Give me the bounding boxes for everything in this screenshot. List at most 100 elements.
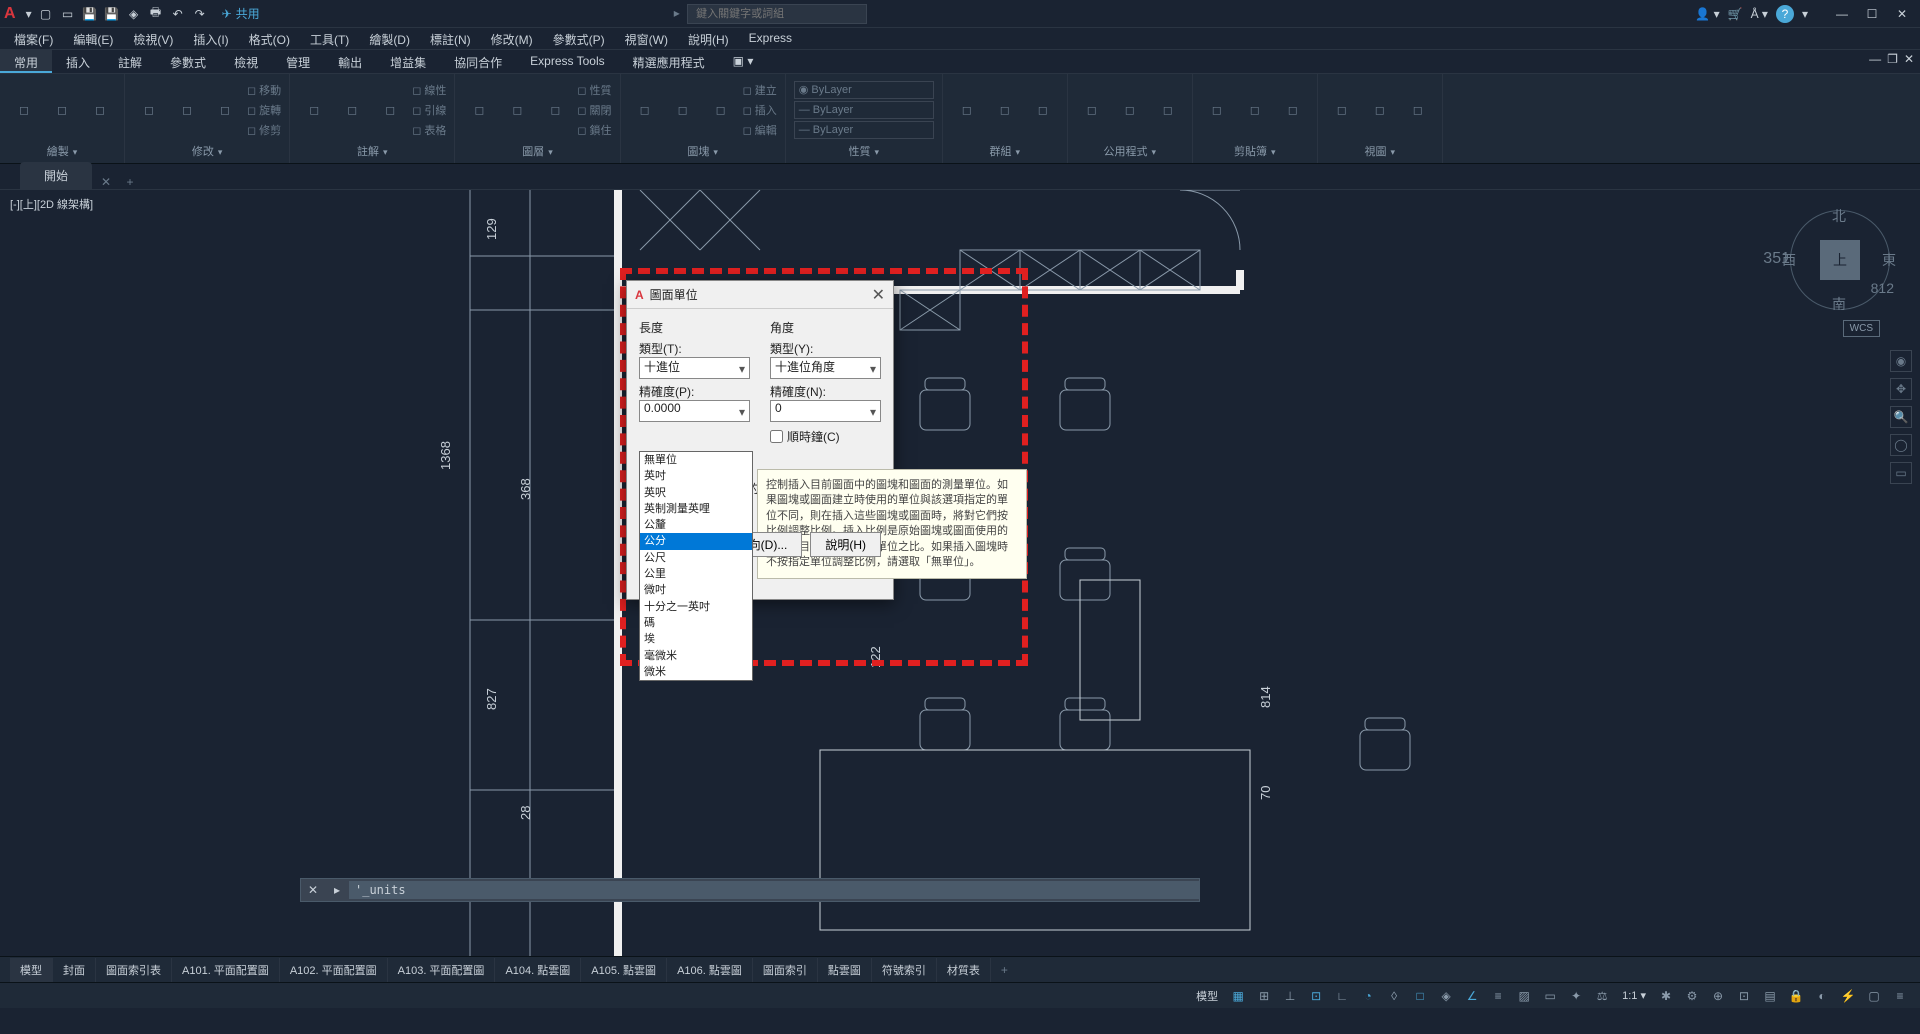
pan-icon[interactable]: ✥ <box>1890 378 1912 400</box>
dropdown-option[interactable]: 碼 <box>640 615 752 631</box>
layer-combo[interactable]: — ByLayer <box>794 121 934 139</box>
annotation-monitor-icon[interactable]: ⊕ <box>1706 986 1730 1006</box>
length-type-select[interactable]: 十進位▾ <box>639 357 750 379</box>
ribbon-tab[interactable]: 增益集 <box>376 50 440 73</box>
file-tab[interactable]: 開始 <box>20 162 92 189</box>
panel-tool-icon[interactable]: ◻ <box>539 94 571 126</box>
layout-tab[interactable]: 封面 <box>53 958 96 982</box>
dialog-titlebar[interactable]: A 圖面單位 ✕ <box>627 281 893 309</box>
panel-tool-icon[interactable]: ◻ <box>1402 94 1434 126</box>
scale-text[interactable]: 1:1 ▾ <box>1616 989 1652 1002</box>
layout-tab[interactable]: A103. 平面配置圖 <box>388 958 496 982</box>
layout-tab[interactable]: 材質表 <box>937 958 991 982</box>
dropdown-option[interactable]: 微吋 <box>640 582 752 598</box>
dropdown-option[interactable]: 微米 <box>640 664 752 680</box>
cleanscreen-icon[interactable]: ▢ <box>1862 986 1886 1006</box>
panel-tool-icon[interactable]: ◻ <box>209 94 241 126</box>
layout-tab[interactable]: A102. 平面配置圖 <box>280 958 388 982</box>
panel-tool[interactable]: ◻ 插入 <box>743 101 777 119</box>
panel-label[interactable]: 圖塊▾ <box>629 141 777 159</box>
dropdown-option[interactable]: 公寸 <box>640 680 752 681</box>
panel-label[interactable]: 群組▾ <box>951 141 1059 159</box>
insert-units-dropdown[interactable]: 無單位英吋英呎英制測量英哩公釐公分公尺公里微吋十分之一英吋碼埃毫微米微米公寸十公… <box>639 451 753 681</box>
dropdown-option[interactable]: 英制測量英哩 <box>640 501 752 517</box>
ribbon-tab[interactable]: 常用 <box>0 50 52 73</box>
panel-tool-icon[interactable]: ◻ <box>1114 94 1146 126</box>
ribbon-tab[interactable]: Express Tools <box>516 50 618 73</box>
file-tab-plus[interactable]: + <box>118 175 142 189</box>
panel-tool-icon[interactable]: ◻ <box>84 94 116 126</box>
ribbon-tab[interactable]: 參數式 <box>156 50 220 73</box>
drawing-canvas[interactable]: [-][上][2D 線架構] <box>0 190 1920 956</box>
view-cube[interactable]: 上 北 南 東 西 351 812 <box>1770 210 1890 310</box>
new-icon[interactable]: ▢ <box>36 4 56 24</box>
panel-tool[interactable]: ◻ 關閉 <box>577 101 611 119</box>
ribbon-tab[interactable]: 檢視 <box>220 50 272 73</box>
menu-item[interactable]: 編輯(E) <box>63 28 123 49</box>
panel-label[interactable]: 性質▾ <box>794 141 934 159</box>
model-space-button[interactable]: 模型 <box>1190 988 1224 1004</box>
signin-icon[interactable]: 👤 ▾ <box>1695 7 1719 21</box>
workspace-icon[interactable]: ⚙ <box>1680 986 1704 1006</box>
app-menu-icon[interactable]: 🛒 <box>1728 7 1743 21</box>
menu-item[interactable]: 檔案(F) <box>4 28 63 49</box>
doc-restore-button[interactable]: ❐ <box>1887 52 1898 66</box>
ribbon-tab[interactable]: 管理 <box>272 50 324 73</box>
hardware-icon[interactable]: ⚡ <box>1836 986 1860 1006</box>
polar-icon[interactable]: ◔ <box>1356 986 1380 1006</box>
open-icon[interactable]: ▭ <box>58 4 78 24</box>
panel-label[interactable]: 註解▾ <box>298 141 446 159</box>
dropdown-option[interactable]: 英吋 <box>640 468 752 484</box>
panel-tool[interactable]: ◻ 線性 <box>412 81 446 99</box>
lock-ui-icon[interactable]: 🔒 <box>1784 986 1808 1006</box>
close-button[interactable]: ✕ <box>1888 4 1916 24</box>
annoscale-icon[interactable]: ⚖ <box>1590 986 1614 1006</box>
layout-tab[interactable]: A104. 點雲圖 <box>495 958 581 982</box>
web-icon[interactable]: ◈ <box>124 4 144 24</box>
panel-tool-icon[interactable]: ◻ <box>336 94 368 126</box>
layout-tab[interactable]: 圖面索引表 <box>96 958 172 982</box>
otrack-icon[interactable]: ∠ <box>1460 986 1484 1006</box>
annotation-vis-icon[interactable]: ✱ <box>1654 986 1678 1006</box>
wheel-icon[interactable]: ◉ <box>1890 350 1912 372</box>
help-arrow[interactable]: ▾ <box>1802 7 1808 21</box>
panel-tool-icon[interactable]: ◻ <box>1239 94 1271 126</box>
dropdown-option[interactable]: 公釐 <box>640 517 752 533</box>
dropdown-option[interactable]: 公尺 <box>640 550 752 566</box>
menu-item[interactable]: 格式(O) <box>239 28 300 49</box>
menu-item[interactable]: 插入(I) <box>183 28 238 49</box>
menu-item[interactable]: 說明(H) <box>678 28 739 49</box>
cmdline-close-icon[interactable]: ✕ <box>301 883 325 897</box>
panel-tool[interactable]: ◻ 移動 <box>247 81 281 99</box>
help-button[interactable]: 說明(H) <box>810 532 881 557</box>
panel-tool[interactable]: ◻ 性質 <box>577 81 611 99</box>
panel-tool[interactable]: ◻ 鎖住 <box>577 121 611 139</box>
ribbon-tab[interactable]: 精選應用程式 <box>619 50 719 73</box>
osnap-icon[interactable]: □ <box>1408 986 1432 1006</box>
panel-tool-icon[interactable]: ◻ <box>667 94 699 126</box>
length-prec-select[interactable]: 0.0000▾ <box>639 400 750 422</box>
ribbon-tab[interactable]: 輸出 <box>324 50 376 73</box>
panel-tool-icon[interactable]: ◻ <box>171 94 203 126</box>
a360-icon[interactable]: Å ▾ <box>1751 7 1768 21</box>
panel-tool-icon[interactable]: ◻ <box>951 94 983 126</box>
dialog-close-button[interactable]: ✕ <box>872 285 885 305</box>
customize-icon[interactable]: ≡ <box>1888 986 1912 1006</box>
ortho-icon[interactable]: ∟ <box>1330 986 1354 1006</box>
dyninput-icon[interactable]: ⊡ <box>1304 986 1328 1006</box>
3dosnap-icon[interactable]: ◈ <box>1434 986 1458 1006</box>
menu-item[interactable]: 修改(M) <box>481 28 543 49</box>
angle-type-select[interactable]: 十進位角度▾ <box>770 357 881 379</box>
help-icon[interactable]: ? <box>1776 5 1794 23</box>
panel-tool-icon[interactable]: ◻ <box>133 94 165 126</box>
dropdown-option[interactable]: 公分 <box>640 533 752 549</box>
panel-tool[interactable]: ◻ 修剪 <box>247 121 281 139</box>
layout-tab[interactable]: 圖面索引 <box>753 958 818 982</box>
showmotion-icon[interactable]: ▭ <box>1890 462 1912 484</box>
dropdown-option[interactable]: 毫微米 <box>640 648 752 664</box>
isolate-icon[interactable]: ◐ <box>1810 986 1834 1006</box>
panel-tool-icon[interactable]: ◻ <box>989 94 1021 126</box>
angle-prec-select[interactable]: 0▾ <box>770 400 881 422</box>
menu-item[interactable]: 標註(N) <box>420 28 481 49</box>
menu-item[interactable]: 檢視(V) <box>123 28 183 49</box>
